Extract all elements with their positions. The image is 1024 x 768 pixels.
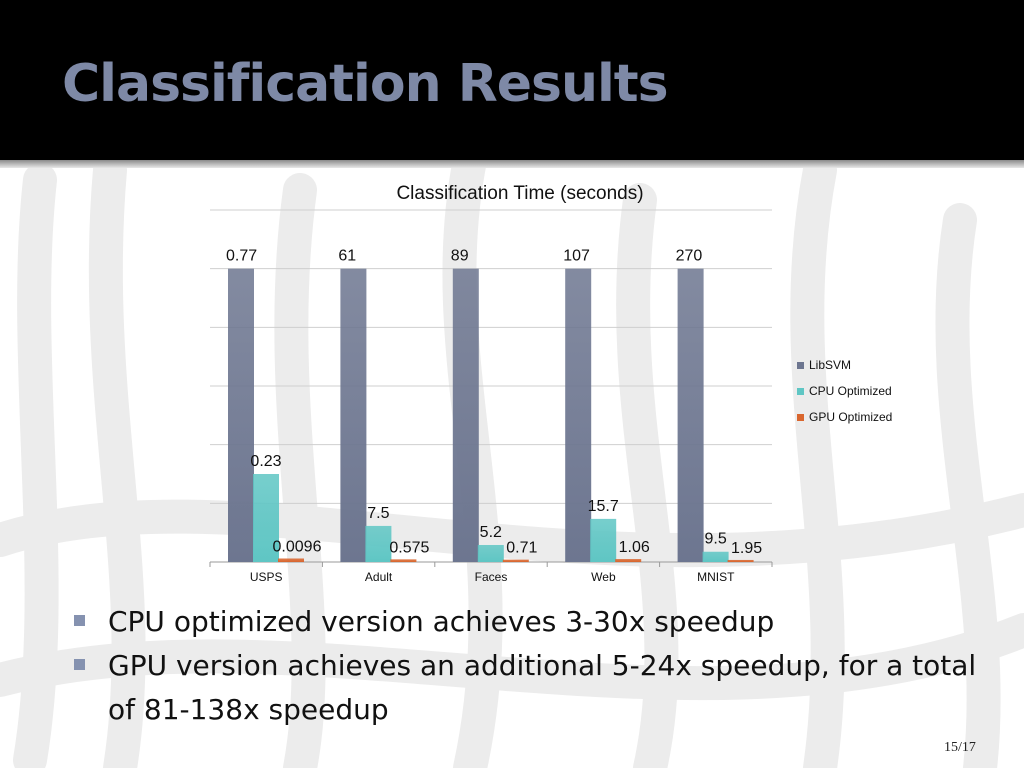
chart-bars: 0.77 0.23 0.0096 61 7.50.575 89 5.20.71 107 15.7… xyxy=(226,248,762,562)
classification-time-chart: Classification Time (seconds) 0.770.230.… xyxy=(209,183,892,584)
data-label: 0.23 xyxy=(250,453,281,470)
slide-number: 15/17 xyxy=(944,740,976,755)
bar-libsvm xyxy=(677,268,704,562)
title-divider xyxy=(0,160,1024,168)
legend-label: CPU Optimized xyxy=(809,384,892,398)
legend-label: LibSVM xyxy=(809,358,851,372)
data-label: 5.2 xyxy=(480,524,502,541)
data-label: 0.0096 xyxy=(273,538,322,555)
slide-title: Classification Results xyxy=(62,54,669,114)
bar-cpu-optimized xyxy=(253,474,279,562)
bullet-text: GPU version achieves an additional 5-24x… xyxy=(108,649,977,726)
data-label: 15.7 xyxy=(588,498,619,515)
bar-gpu-optimized xyxy=(502,559,529,562)
chart-container: Classification Time (seconds) 0.77 0.23 0.… xyxy=(195,168,935,598)
legend-swatch xyxy=(797,414,804,421)
bar-gpu-optimized xyxy=(278,558,304,562)
bar-libsvm xyxy=(228,268,254,562)
data-label: 1.06 xyxy=(619,539,650,556)
data-label: 89 xyxy=(451,248,469,265)
background-swirl-art xyxy=(0,160,1024,768)
x-tick-label: Faces xyxy=(475,570,508,584)
x-tick-label: USPS xyxy=(250,570,283,584)
x-tick-label: Web xyxy=(591,570,616,584)
chart-title: Classification Time (seconds) xyxy=(396,183,643,204)
chart-legend: LibSVM CPU Optimized GPU Optimized xyxy=(797,358,892,424)
x-tick-label: MNIST xyxy=(697,570,735,584)
data-label: 7.5 xyxy=(367,505,389,522)
data-label: 107 xyxy=(563,248,590,265)
data-label: 1.95 xyxy=(731,540,762,557)
bar-cpu-optimized xyxy=(590,518,617,562)
legend-swatch xyxy=(797,362,804,369)
data-label: 9.5 xyxy=(704,531,726,548)
data-label: 0.77 xyxy=(226,248,257,265)
title-bar: Classification Results xyxy=(0,0,1024,160)
bar-libsvm xyxy=(340,268,367,562)
legend-label: GPU Optimized xyxy=(809,410,892,424)
bar-cpu-optimized xyxy=(365,525,392,562)
data-label: 0.575 xyxy=(389,539,429,556)
x-tick-label: Adult xyxy=(365,570,393,584)
data-label: 61 xyxy=(338,248,356,265)
legend-swatch xyxy=(797,388,804,395)
bullet-list: CPU optimized version achieves 3-30x spe… xyxy=(72,600,992,732)
bullet-item: CPU optimized version achieves 3-30x spe… xyxy=(72,600,992,644)
x-axis: USPS Adult Faces Web MNIST xyxy=(209,562,773,584)
bar-cpu-optimized xyxy=(702,551,729,562)
bar-libsvm xyxy=(452,268,479,562)
bar-cpu-optimized xyxy=(477,544,504,562)
bar-gpu-optimized xyxy=(615,559,642,562)
bullet-text: CPU optimized version achieves 3-30x spe… xyxy=(108,605,775,638)
bar-gpu-optimized xyxy=(390,559,417,562)
square-bullet-icon xyxy=(74,615,85,626)
square-bullet-icon xyxy=(74,659,85,670)
data-label: 0.71 xyxy=(506,540,537,557)
bar-libsvm xyxy=(565,268,592,562)
data-label: 270 xyxy=(676,248,703,265)
bullet-item: GPU version achieves an additional 5-24x… xyxy=(72,644,992,732)
bar-gpu-optimized xyxy=(727,559,754,562)
